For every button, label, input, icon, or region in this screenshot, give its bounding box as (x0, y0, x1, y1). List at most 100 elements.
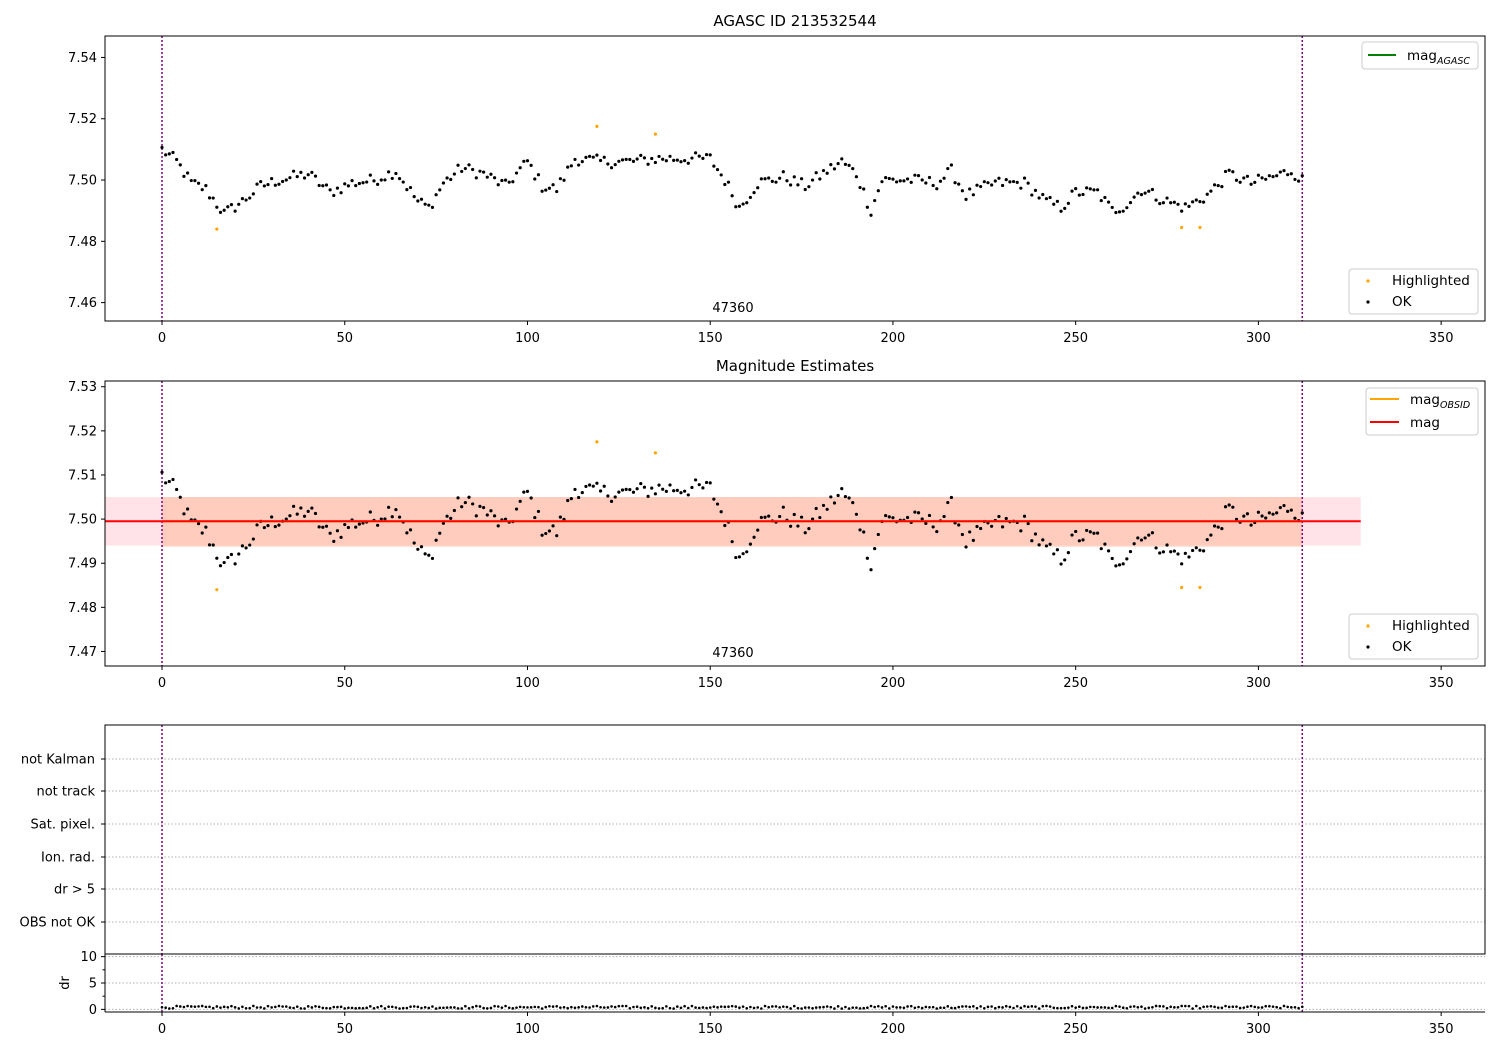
dr-point (434, 1007, 438, 1010)
agasc-panel: AGASC ID 213532544 0 50 100 150 200 250 300 350… (68, 12, 1486, 346)
highlighted-point (1198, 225, 1202, 230)
ok-point (533, 515, 537, 520)
ok-point (514, 171, 519, 175)
ok-point (1088, 187, 1092, 191)
ok-point (1158, 551, 1162, 555)
highlighted-point (595, 440, 599, 444)
dr-point (164, 1006, 167, 1010)
ok-point (675, 158, 679, 162)
dr-point (1041, 1004, 1045, 1008)
ok-point (803, 531, 807, 535)
ok-point (313, 174, 318, 178)
ok-point (1063, 558, 1067, 562)
estimates-chart-title: Magnitude Estimates (716, 357, 874, 375)
ok-point (606, 162, 610, 166)
ok-point (884, 175, 888, 180)
ok-point (968, 530, 972, 534)
x-tick-label: 50 (336, 1022, 353, 1037)
ok-point (799, 515, 804, 519)
ok-point (668, 483, 672, 487)
ok-point (792, 512, 796, 517)
dr-point (661, 1006, 665, 1010)
x-tick-label: 300 (1246, 331, 1271, 346)
dr-point (657, 1007, 661, 1010)
ok-point (1286, 509, 1290, 513)
x-tick-label: 200 (881, 331, 906, 346)
ok-point (387, 505, 391, 509)
dr-point (548, 1004, 551, 1008)
ok-point (686, 161, 690, 165)
dr-point (1096, 1006, 1099, 1009)
ok-point (913, 173, 917, 177)
dr-point (690, 1004, 694, 1008)
dr-point (401, 1006, 405, 1010)
ok-point (1041, 538, 1045, 542)
ok-point (672, 158, 676, 162)
ok-point (492, 514, 497, 518)
ok-point (185, 507, 190, 511)
ok-point (1256, 173, 1261, 177)
ok-point (865, 205, 869, 209)
dr-point (672, 1007, 675, 1010)
ok-point (171, 477, 175, 482)
highlighted-point (653, 132, 657, 136)
ok-point (551, 524, 555, 528)
ok-point (1172, 549, 1176, 553)
dr-point (734, 1005, 738, 1008)
ok-point (1033, 532, 1038, 536)
ok-point (1117, 210, 1122, 214)
x-tick-label: 50 (336, 676, 353, 691)
ok-point (540, 189, 544, 193)
ok-point (1088, 530, 1092, 534)
ok-point (862, 530, 866, 534)
ok-point (613, 163, 617, 167)
ok-point (251, 192, 255, 196)
ok-point (1114, 564, 1118, 568)
dr-point (760, 1007, 763, 1010)
dr-axis-label: dr (58, 976, 73, 990)
highlighted-point (215, 588, 219, 592)
dr-point (866, 1006, 869, 1010)
dr-point (1143, 1007, 1147, 1010)
dr-point (343, 1007, 347, 1010)
ok-point (920, 178, 924, 182)
ok-point (1026, 521, 1030, 526)
dr-point (807, 1006, 811, 1009)
ok-point (836, 162, 840, 166)
dr-point (654, 1006, 657, 1010)
ok-point (405, 531, 409, 535)
ok-point (993, 179, 997, 183)
ok-point (902, 179, 906, 183)
dr-point (562, 1006, 566, 1009)
ok-point (1000, 183, 1005, 188)
ok-point (1044, 197, 1049, 201)
ok-point (825, 507, 829, 511)
ok-point (222, 208, 226, 212)
ok-point (354, 525, 358, 529)
ok-point (196, 522, 201, 526)
dr-point (1147, 1006, 1151, 1010)
ok-point (756, 186, 760, 190)
dr-point (676, 1005, 679, 1008)
dr-point (263, 1007, 266, 1010)
ok-point (1216, 525, 1220, 529)
dr-point (168, 1007, 171, 1010)
ok-point (1234, 178, 1239, 182)
dr-point (931, 1005, 935, 1009)
dr-point (1052, 1006, 1056, 1010)
ok-point (357, 522, 361, 526)
dr-point (928, 1005, 931, 1009)
ok-point (1183, 551, 1187, 555)
ok-point (416, 547, 420, 551)
ok-point (449, 516, 453, 520)
dr-point (449, 1006, 453, 1009)
ok-point (884, 513, 888, 518)
ok-point (237, 552, 241, 556)
ok-point (613, 495, 617, 499)
dr-point (350, 1006, 354, 1010)
dr-point (1246, 1005, 1249, 1009)
ok-point (460, 505, 464, 509)
dr-point (222, 1005, 226, 1009)
ok-point (591, 484, 595, 488)
ok-point (544, 531, 548, 536)
